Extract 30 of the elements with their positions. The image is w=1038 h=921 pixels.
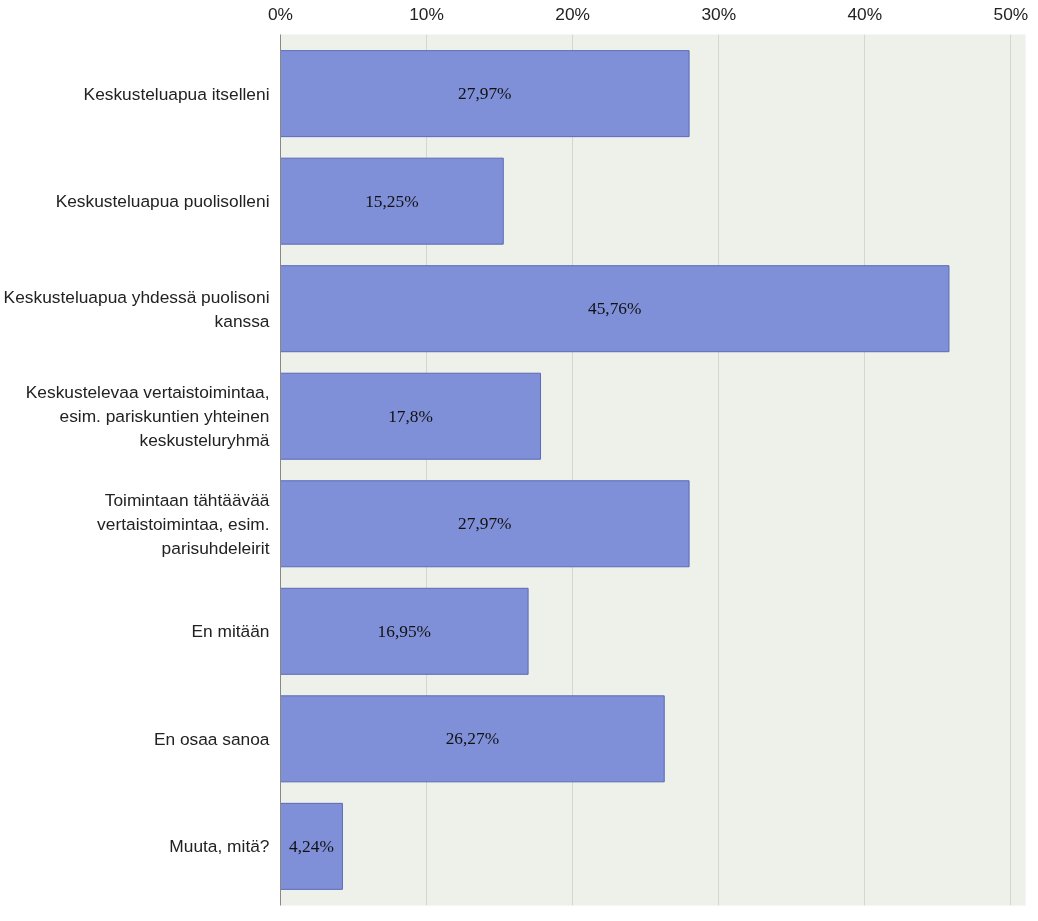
- y-tick-label: Toimintaan tähtäävää vertaistoimintaa, esim. parisuhdeleirit: [97, 489, 270, 558]
- data-label: 27,97%: [458, 514, 512, 534]
- data-label: 15,25%: [365, 191, 419, 211]
- data-label: 27,97%: [458, 84, 512, 104]
- bar: [280, 157, 504, 245]
- y-tick-label: Keskusteluapua itselleni: [83, 83, 270, 104]
- y-tick-label: Muuta, mitä?: [169, 836, 270, 857]
- bar: [280, 695, 665, 783]
- bar: [280, 802, 343, 890]
- data-label: 45,76%: [588, 299, 642, 319]
- bar: [280, 587, 529, 675]
- y-tick-label: Keskusteluapua yhdessä puolisoni kanssa: [3, 286, 270, 331]
- x-tick-label: 10%: [409, 3, 444, 24]
- y-tick-label: Keskustelevaa vertaistoimintaa, esim. pariskuntien yhteinen keskusteluryhmä: [25, 382, 270, 451]
- bar: [280, 265, 950, 353]
- x-tick-label: 0%: [267, 3, 294, 24]
- y-tick-label: En mitään: [191, 621, 270, 642]
- bar: [280, 372, 542, 460]
- bar: [280, 480, 690, 568]
- x-tick-label: 20%: [555, 3, 590, 24]
- data-label: 16,95%: [377, 621, 432, 641]
- x-tick-label: 40%: [847, 3, 883, 24]
- y-tick-label: En osaa sanoa: [153, 728, 270, 749]
- data-label: 4,24%: [289, 836, 334, 856]
- bar: [280, 50, 690, 138]
- y-tick-label: Keskusteluapua puolisolleni: [55, 191, 270, 212]
- data-label: 26,27%: [445, 729, 500, 749]
- x-tick-label: 30%: [701, 3, 737, 24]
- data-label: 17,8%: [388, 406, 433, 426]
- x-tick-label: 50%: [993, 3, 1029, 24]
